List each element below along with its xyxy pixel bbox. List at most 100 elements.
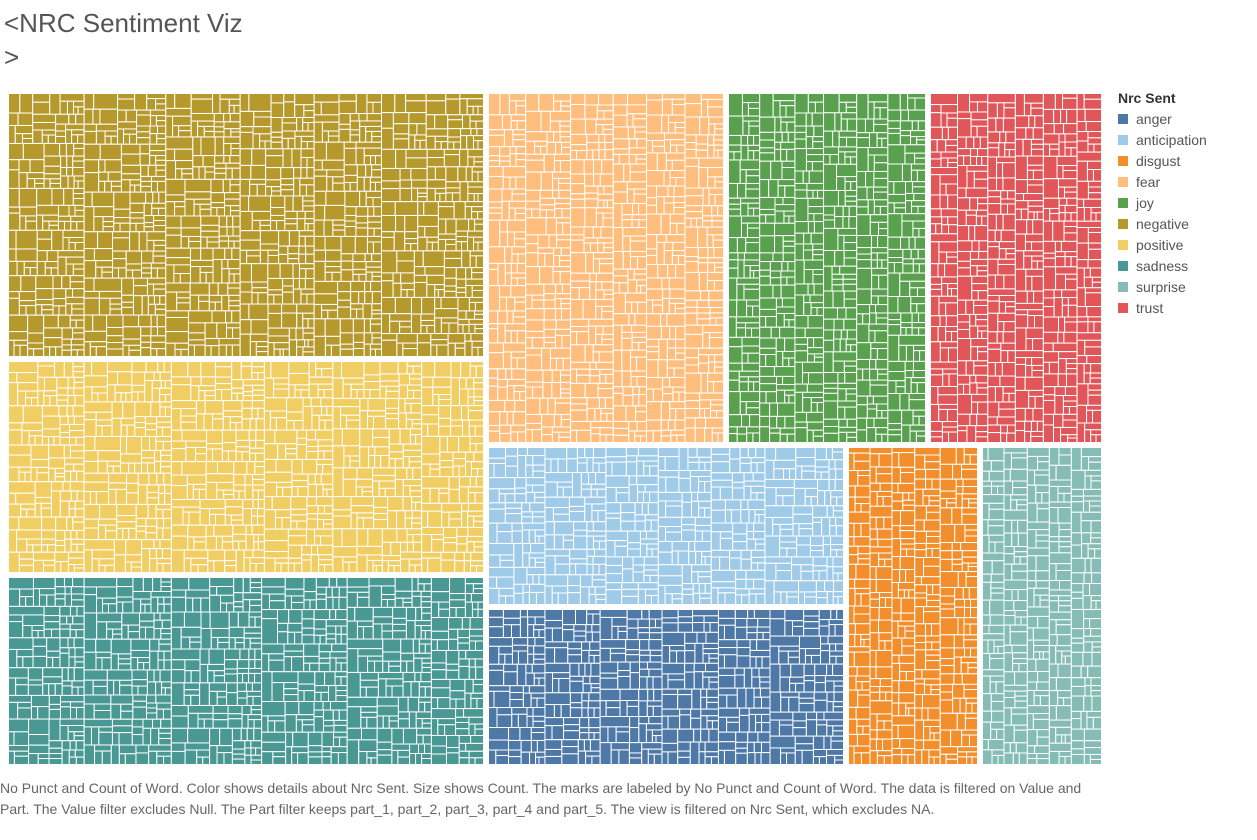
treemap-tile-positive[interactable] <box>398 397 406 414</box>
treemap-tile-positive[interactable] <box>141 457 156 464</box>
treemap-tile-fear[interactable] <box>506 219 527 233</box>
treemap-tile-positive[interactable] <box>362 517 375 530</box>
treemap-tile-positive[interactable] <box>170 440 187 450</box>
treemap-tile-fear[interactable] <box>665 234 686 243</box>
treemap-tile-trust[interactable] <box>977 346 989 353</box>
treemap-tile-joy[interactable] <box>848 216 858 229</box>
treemap-tile-negative[interactable] <box>281 137 289 150</box>
treemap-tile-positive[interactable] <box>469 560 485 567</box>
treemap-tile-joy[interactable] <box>904 152 916 165</box>
treemap-tile-positive[interactable] <box>397 360 408 375</box>
treemap-tile-positive[interactable] <box>396 528 408 543</box>
treemap-tile-trust[interactable] <box>1000 229 1016 243</box>
treemap-tile-negative[interactable] <box>72 187 85 195</box>
treemap-tile-negative[interactable] <box>352 332 365 343</box>
treemap-tile-negative[interactable] <box>475 255 485 269</box>
treemap-tile-trust[interactable] <box>1093 143 1102 153</box>
treemap-tile-fear[interactable] <box>515 176 527 190</box>
treemap-tile-negative[interactable] <box>371 313 383 320</box>
treemap-tile-anticipation[interactable] <box>544 446 568 460</box>
treemap-tile-joy[interactable] <box>916 382 927 394</box>
treemap-tile-positive[interactable] <box>275 417 288 431</box>
treemap-tile-fear[interactable] <box>675 352 686 361</box>
treemap-tile-trust[interactable] <box>1008 149 1016 158</box>
treemap-tile-joy[interactable] <box>747 144 761 152</box>
treemap-tile-negative[interactable] <box>33 348 45 358</box>
treemap-tile-joy[interactable] <box>783 210 796 217</box>
treemap-tile-joy[interactable] <box>759 284 774 299</box>
treemap-tile-anticipation[interactable] <box>786 596 800 606</box>
treemap-tile-negative[interactable] <box>83 314 94 332</box>
treemap-tile-negative[interactable] <box>251 210 272 221</box>
treemap-tile-fear[interactable] <box>570 159 585 175</box>
treemap-tile-trust[interactable] <box>987 93 1016 104</box>
treemap-tile-trust[interactable] <box>987 424 1002 434</box>
treemap-tile-negative[interactable] <box>425 128 449 137</box>
treemap-tile-joy[interactable] <box>794 411 808 423</box>
treemap-tile-joy[interactable] <box>812 136 825 143</box>
treemap-tile-trust[interactable] <box>987 258 999 276</box>
treemap-tile-positive[interactable] <box>37 365 56 378</box>
treemap-tile-anticipation[interactable] <box>687 446 698 458</box>
treemap-tile-anticipation[interactable] <box>694 530 703 542</box>
treemap-tile-joy[interactable] <box>783 312 796 321</box>
treemap-tile-anticipation[interactable] <box>576 446 586 459</box>
treemap-tile-trust[interactable] <box>1014 219 1028 235</box>
treemap-tile-fear[interactable] <box>502 351 512 370</box>
treemap-tile-negative[interactable] <box>313 101 322 116</box>
treemap-tile-negative[interactable] <box>106 335 124 344</box>
treemap-tile-fear[interactable] <box>532 386 544 399</box>
treemap-tile-fear[interactable] <box>487 352 504 370</box>
treemap-tile-negative[interactable] <box>324 260 342 268</box>
treemap-tile-anticipation[interactable] <box>791 556 814 566</box>
treemap-tile-negative[interactable] <box>313 219 325 237</box>
treemap-tile-fear[interactable] <box>570 403 588 411</box>
treemap-tile-anticipation[interactable] <box>821 516 831 537</box>
treemap-tile-positive[interactable] <box>390 541 402 557</box>
treemap-tile-anticipation[interactable] <box>681 588 694 595</box>
treemap-tile-positive[interactable] <box>432 376 452 388</box>
treemap-tile-fear[interactable] <box>595 325 604 335</box>
treemap-tile-positive[interactable] <box>255 439 265 449</box>
treemap-tile-positive[interactable] <box>64 470 72 483</box>
treemap-tile-negative[interactable] <box>165 264 175 284</box>
treemap-tile-disgust[interactable] <box>951 558 963 565</box>
treemap-tile-fear[interactable] <box>656 196 665 215</box>
treemap-tile-anticipation[interactable] <box>729 549 742 559</box>
treemap-tile-anticipation[interactable] <box>632 556 645 566</box>
treemap-tile-positive[interactable] <box>361 491 374 498</box>
treemap-tile-positive[interactable] <box>200 376 216 387</box>
treemap-tile-trust[interactable] <box>1076 267 1085 289</box>
treemap-tile-trust[interactable] <box>987 361 996 377</box>
treemap-tile-negative[interactable] <box>44 267 52 277</box>
treemap-tile-negative[interactable] <box>125 250 143 265</box>
treemap-tile-positive[interactable] <box>43 376 58 392</box>
treemap-tile-negative[interactable] <box>457 296 470 312</box>
treemap-tile-negative[interactable] <box>425 114 436 130</box>
treemap-tile-disgust[interactable] <box>939 608 956 619</box>
treemap-tile-fear[interactable] <box>519 391 527 401</box>
treemap-tile-trust[interactable] <box>946 112 959 119</box>
treemap-tile-fear[interactable] <box>667 419 676 431</box>
treemap-tile-fear[interactable] <box>506 310 514 325</box>
treemap-tile-negative[interactable] <box>440 322 450 335</box>
treemap-tile-positive[interactable] <box>269 410 288 419</box>
treemap-tile-negative[interactable] <box>474 328 485 335</box>
treemap-tile-negative[interactable] <box>25 215 38 222</box>
treemap-tile-disgust[interactable] <box>957 571 967 588</box>
treemap-tile-trust[interactable] <box>975 374 989 384</box>
treemap-tile-positive[interactable] <box>221 450 229 463</box>
treemap-tile-positive[interactable] <box>291 473 309 482</box>
treemap-tile-trust[interactable] <box>1055 273 1066 291</box>
treemap-tile-anticipation[interactable] <box>764 446 777 461</box>
treemap-tile-anticipation[interactable] <box>487 554 501 568</box>
treemap-tile-negative[interactable] <box>338 123 351 130</box>
treemap-tile-anticipation[interactable] <box>514 487 527 495</box>
treemap-tile-anticipation[interactable] <box>812 570 820 582</box>
treemap-tile-trust[interactable] <box>941 276 959 285</box>
treemap-tile-anticipation[interactable] <box>804 596 817 606</box>
treemap-tile-joy[interactable] <box>727 370 740 381</box>
treemap-tile-positive[interactable] <box>409 373 423 380</box>
treemap-tile-negative[interactable] <box>471 267 485 274</box>
treemap-tile-positive[interactable] <box>62 481 71 492</box>
